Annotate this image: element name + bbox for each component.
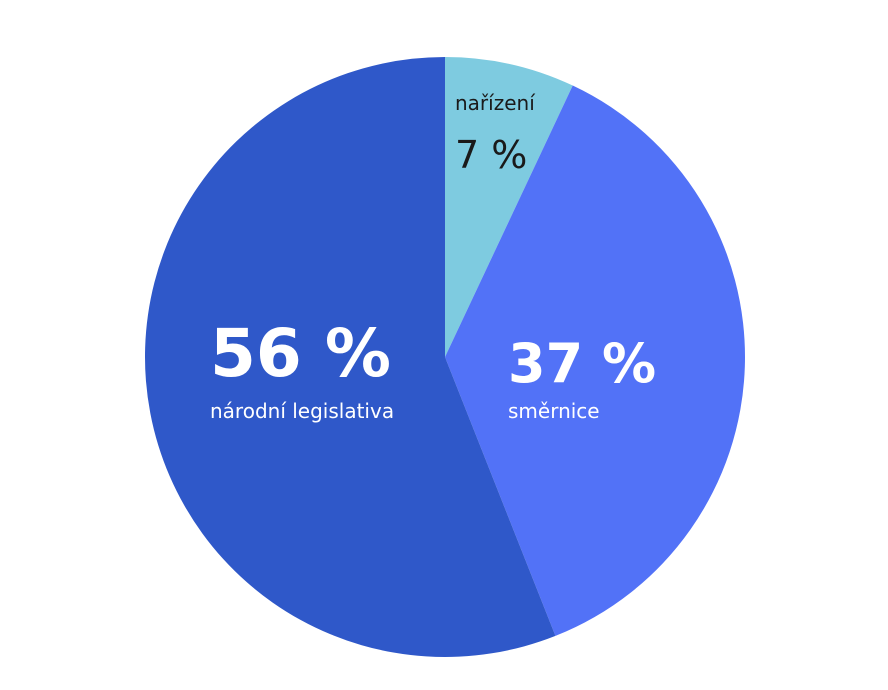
pie-slice	[145, 57, 556, 657]
pie-slice	[445, 85, 745, 636]
pie-slice	[445, 57, 573, 357]
slice-name: národní legislativa	[210, 399, 394, 423]
slice-value-label: 56 %	[210, 315, 391, 392]
slice-value-label: 37 %	[508, 332, 656, 395]
slice-name: směrnice	[508, 399, 600, 423]
slice-name: nařízení	[455, 91, 536, 115]
slice-value-label: 7 %	[455, 133, 527, 177]
